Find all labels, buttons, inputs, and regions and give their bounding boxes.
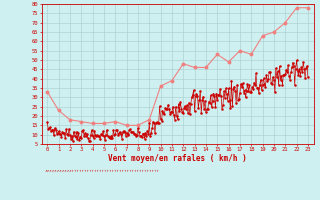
- Text: ↗↗↗↗↗↗↗↗↗↗↗↑↑↑↑↑↑↑↑↑↑↑↑↑↑↑↑↑↑↑↑↑↑↑↑↑↑↑↑↑↑↑↑↑↑↑: ↗↗↗↗↗↗↗↗↗↗↗↑↑↑↑↑↑↑↑↑↑↑↑↑↑↑↑↑↑↑↑↑↑↑↑↑↑↑↑↑…: [44, 169, 159, 173]
- X-axis label: Vent moyen/en rafales ( km/h ): Vent moyen/en rafales ( km/h ): [108, 154, 247, 163]
